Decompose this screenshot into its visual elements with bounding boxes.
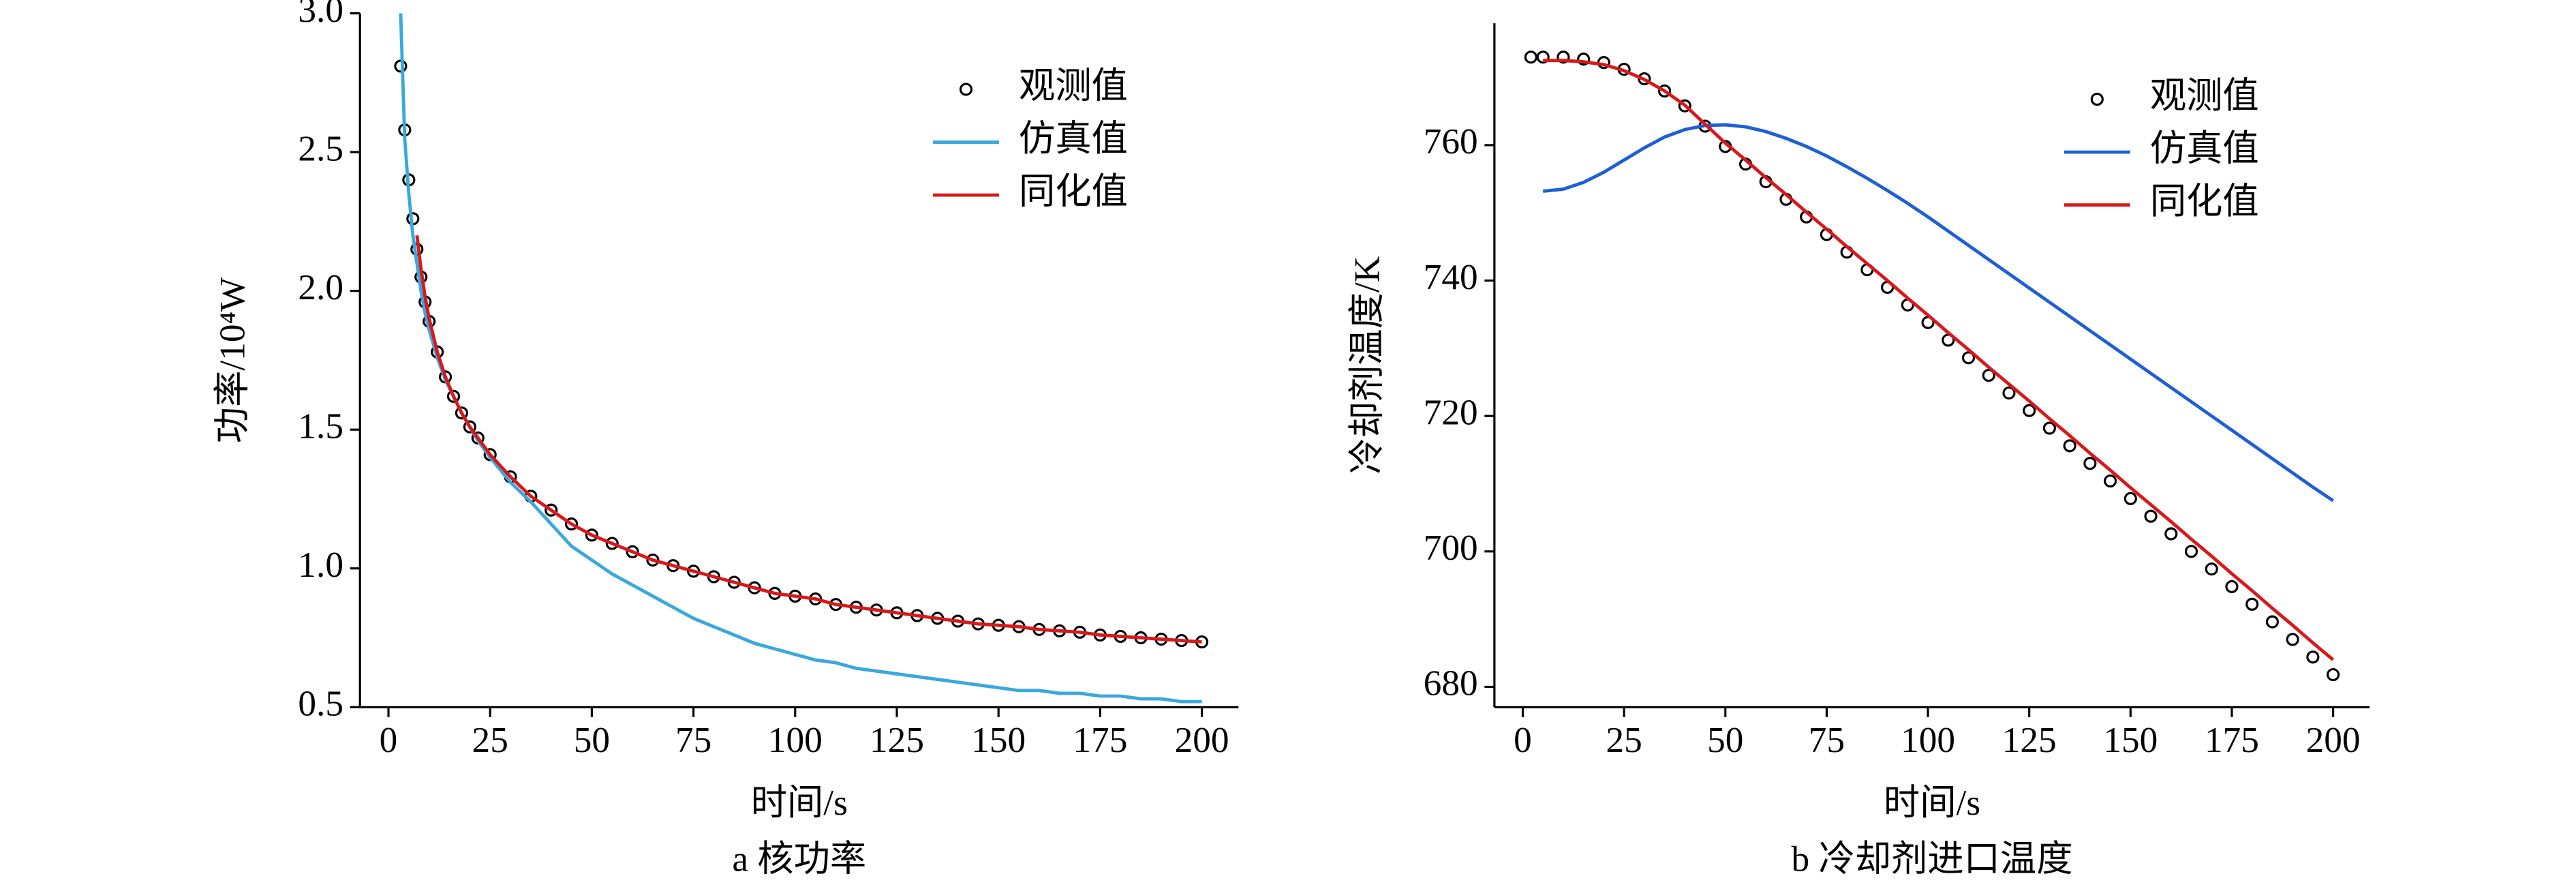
x-axis-label: 时间/s <box>1884 783 1980 823</box>
x-tick-label: 125 <box>870 720 924 760</box>
marker <box>2104 474 2117 488</box>
x-axis-label: 时间/s <box>751 783 848 823</box>
plot: 0 25 50 75 100 125 150 175 200 0.5 1.0 1.5 2.0 2.5 3.0… <box>213 0 1239 879</box>
marker <box>1961 351 1976 365</box>
x-tick-label: 200 <box>1175 720 1229 760</box>
x-tick-label: 0 <box>380 720 398 760</box>
x-tick-label: 175 <box>2205 720 2259 760</box>
y-tick-label: 2.0 <box>298 267 343 307</box>
marker <box>2023 404 2036 417</box>
x-tick-label: 125 <box>2002 720 2057 760</box>
x-tick-label: 75 <box>675 720 711 760</box>
legend-label: 观测值 <box>2150 76 2259 116</box>
marker <box>2245 597 2259 611</box>
plot: 0 25 50 75 100 125 150 175 200 680 700 720 740 760 时间/… <box>1347 23 2370 879</box>
x-tick-label: 150 <box>2103 720 2158 760</box>
marker <box>2144 509 2158 523</box>
marker <box>2286 633 2299 646</box>
y-tick-label: 1.5 <box>298 406 343 446</box>
legend-label: 同化值 <box>2150 181 2259 222</box>
series-line <box>1543 59 2335 661</box>
y-tick-label: 720 <box>1424 392 1478 432</box>
marker <box>2205 562 2218 576</box>
x-tick-label: 150 <box>971 720 1026 760</box>
y-tick-label: 3.0 <box>298 0 343 30</box>
chart-title: b 冷却剂进口温度 <box>1791 839 2072 879</box>
x-tick-label: 100 <box>1901 720 1955 760</box>
x-tick-label: 50 <box>1707 720 1743 760</box>
marker <box>2327 668 2340 682</box>
series-line <box>1542 123 2334 502</box>
legend-label: 仿真值 <box>2150 128 2259 168</box>
x-tick-label: 75 <box>1809 720 1845 760</box>
marker <box>2184 545 2198 558</box>
marker <box>2123 492 2137 505</box>
y-tick-label: 0.5 <box>298 684 343 724</box>
legend-marker <box>2090 93 2104 106</box>
legend-marker <box>959 82 973 96</box>
y-tick-label: 2.5 <box>298 128 343 168</box>
legend-label: 同化值 <box>1019 171 1128 211</box>
legend-label: 观测值 <box>1019 65 1128 106</box>
marker <box>2164 527 2178 541</box>
y-tick-label: 700 <box>1424 528 1478 568</box>
x-tick-label: 100 <box>768 720 823 760</box>
y-axis-label: 功率/10⁴W <box>213 277 253 443</box>
y-tick-label: 760 <box>1424 121 1478 162</box>
marker <box>2306 650 2320 664</box>
x-tick-label: 25 <box>472 720 508 760</box>
x-tick-label: 0 <box>1514 720 1532 760</box>
y-tick-label: 680 <box>1424 663 1478 704</box>
y-tick-label: 1.0 <box>298 545 343 585</box>
marker <box>1982 369 1995 382</box>
marker <box>2042 421 2056 435</box>
marker <box>2083 457 2097 470</box>
x-tick-label: 50 <box>574 720 610 760</box>
series-line <box>415 235 1202 644</box>
x-tick-label: 25 <box>1606 720 1642 760</box>
marker <box>2225 579 2239 594</box>
x-tick-label: 175 <box>1073 720 1127 760</box>
chart-title: a 核功率 <box>732 839 866 879</box>
marker <box>2002 386 2016 400</box>
marker <box>1524 50 1537 64</box>
marker <box>2063 439 2076 453</box>
y-axis-label: 冷却剂温度/K <box>1347 256 1387 474</box>
x-tick-label: 200 <box>2306 720 2361 760</box>
marker <box>2265 615 2279 629</box>
legend-label: 仿真值 <box>1019 119 1128 159</box>
y-tick-label: 740 <box>1424 257 1478 297</box>
